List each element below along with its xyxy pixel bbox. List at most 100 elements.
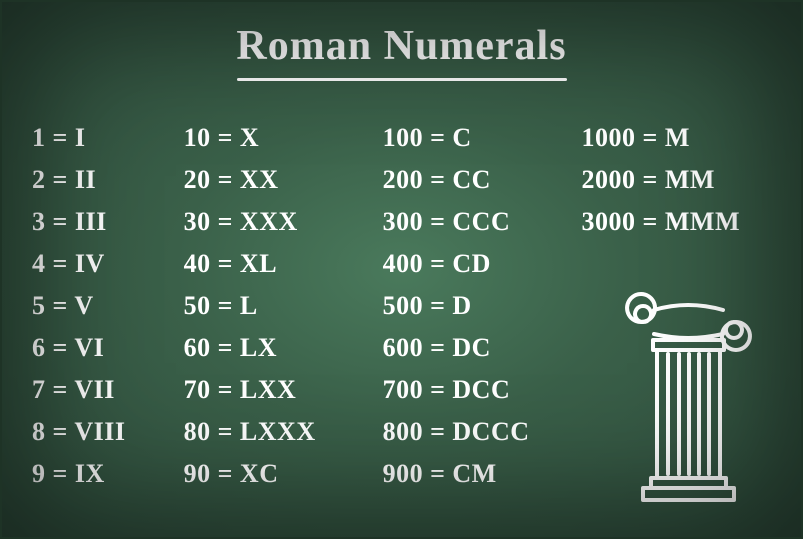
arabic-value: 2000 bbox=[582, 165, 636, 194]
equals-sign: = bbox=[423, 333, 452, 362]
arabic-value: 3 bbox=[32, 207, 46, 236]
numeral-row: 5 = V bbox=[32, 285, 184, 327]
equals-sign: = bbox=[46, 207, 75, 236]
arabic-value: 100 bbox=[383, 123, 424, 152]
numeral-row: 70 = LXX bbox=[184, 369, 383, 411]
numeral-row: 2 = II bbox=[32, 159, 184, 201]
equals-sign: = bbox=[211, 333, 240, 362]
arabic-value: 6 bbox=[32, 333, 46, 362]
roman-value: LXX bbox=[240, 375, 296, 404]
arabic-value: 10 bbox=[184, 123, 211, 152]
roman-value: XX bbox=[240, 165, 279, 194]
roman-value: IV bbox=[75, 249, 105, 278]
equals-sign: = bbox=[423, 249, 452, 278]
roman-value: III bbox=[75, 207, 107, 236]
column-ones: 1 = I2 = II3 = III4 = IV5 = V6 = VI7 = V… bbox=[32, 117, 184, 495]
roman-value: D bbox=[452, 291, 471, 320]
numeral-row: 90 = XC bbox=[184, 453, 383, 495]
arabic-value: 900 bbox=[383, 459, 424, 488]
arabic-value: 700 bbox=[383, 375, 424, 404]
numeral-row: 100 = C bbox=[383, 117, 582, 159]
roman-value: XC bbox=[240, 459, 279, 488]
roman-value: I bbox=[75, 123, 86, 152]
equals-sign: = bbox=[423, 123, 452, 152]
numeral-row: 900 = CM bbox=[383, 453, 582, 495]
arabic-value: 8 bbox=[32, 417, 46, 446]
equals-sign: = bbox=[211, 375, 240, 404]
equals-sign: = bbox=[211, 291, 240, 320]
numeral-row: 4 = IV bbox=[32, 243, 184, 285]
arabic-value: 40 bbox=[184, 249, 211, 278]
roman-value: CD bbox=[452, 249, 491, 278]
column-tens: 10 = X20 = XX30 = XXX40 = XL50 = L60 = L… bbox=[184, 117, 383, 495]
numeral-row: 1000 = M bbox=[582, 117, 771, 159]
equals-sign: = bbox=[211, 123, 240, 152]
equals-sign: = bbox=[46, 123, 75, 152]
title-underline bbox=[237, 78, 567, 81]
numeral-row: 1 = I bbox=[32, 117, 184, 159]
numeral-row: 8 = VIII bbox=[32, 411, 184, 453]
equals-sign: = bbox=[46, 375, 75, 404]
equals-sign: = bbox=[636, 165, 665, 194]
arabic-value: 2 bbox=[32, 165, 46, 194]
roman-value: VIII bbox=[74, 417, 125, 446]
page-title: Roman Numerals bbox=[2, 22, 801, 70]
equals-sign: = bbox=[423, 207, 452, 236]
equals-sign: = bbox=[211, 165, 240, 194]
numeral-row: 60 = LX bbox=[184, 327, 383, 369]
arabic-value: 30 bbox=[184, 207, 211, 236]
equals-sign: = bbox=[423, 417, 452, 446]
arabic-value: 3000 bbox=[582, 207, 636, 236]
arabic-value: 400 bbox=[383, 249, 424, 278]
arabic-value: 1000 bbox=[582, 123, 636, 152]
roman-value: VI bbox=[74, 333, 104, 362]
numeral-row: 9 = IX bbox=[32, 453, 184, 495]
roman-value: LX bbox=[240, 333, 277, 362]
equals-sign: = bbox=[423, 165, 452, 194]
arabic-value: 70 bbox=[184, 375, 211, 404]
column-hundreds: 100 = C200 = CC300 = CCC400 = CD500 = D6… bbox=[383, 117, 582, 495]
numeral-row: 80 = LXXX bbox=[184, 411, 383, 453]
equals-sign: = bbox=[46, 417, 75, 446]
equals-sign: = bbox=[636, 207, 665, 236]
arabic-value: 50 bbox=[184, 291, 211, 320]
numeral-row: 600 = DC bbox=[383, 327, 582, 369]
roman-value: DCCC bbox=[452, 417, 529, 446]
numeral-row: 40 = XL bbox=[184, 243, 383, 285]
roman-value: L bbox=[240, 291, 258, 320]
arabic-value: 300 bbox=[383, 207, 424, 236]
roman-value: CM bbox=[452, 459, 496, 488]
numeral-row: 200 = CC bbox=[383, 159, 582, 201]
arabic-value: 200 bbox=[383, 165, 424, 194]
roman-value: CC bbox=[452, 165, 491, 194]
equals-sign: = bbox=[211, 207, 240, 236]
numeral-row: 2000 = MM bbox=[582, 159, 771, 201]
roman-value: XL bbox=[240, 249, 277, 278]
equals-sign: = bbox=[211, 249, 240, 278]
numeral-row: 500 = D bbox=[383, 285, 582, 327]
arabic-value: 5 bbox=[32, 291, 46, 320]
equals-sign: = bbox=[46, 459, 75, 488]
arabic-value: 800 bbox=[383, 417, 424, 446]
roman-value: V bbox=[74, 291, 93, 320]
numeral-row: 700 = DCC bbox=[383, 369, 582, 411]
roman-value: C bbox=[452, 123, 471, 152]
numeral-row: 3 = III bbox=[32, 201, 184, 243]
equals-sign: = bbox=[423, 375, 452, 404]
arabic-value: 500 bbox=[383, 291, 424, 320]
equals-sign: = bbox=[46, 291, 75, 320]
roman-value: MM bbox=[665, 165, 715, 194]
roman-value: X bbox=[240, 123, 259, 152]
numeral-row: 7 = VII bbox=[32, 369, 184, 411]
numeral-row: 400 = CD bbox=[383, 243, 582, 285]
numeral-row: 800 = DCCC bbox=[383, 411, 582, 453]
arabic-value: 90 bbox=[184, 459, 211, 488]
roman-value: LXXX bbox=[240, 417, 316, 446]
roman-value: VII bbox=[74, 375, 115, 404]
equals-sign: = bbox=[211, 459, 240, 488]
equals-sign: = bbox=[211, 417, 240, 446]
arabic-value: 20 bbox=[184, 165, 211, 194]
arabic-value: 60 bbox=[184, 333, 211, 362]
arabic-value: 600 bbox=[383, 333, 424, 362]
roman-value: DC bbox=[452, 333, 491, 362]
